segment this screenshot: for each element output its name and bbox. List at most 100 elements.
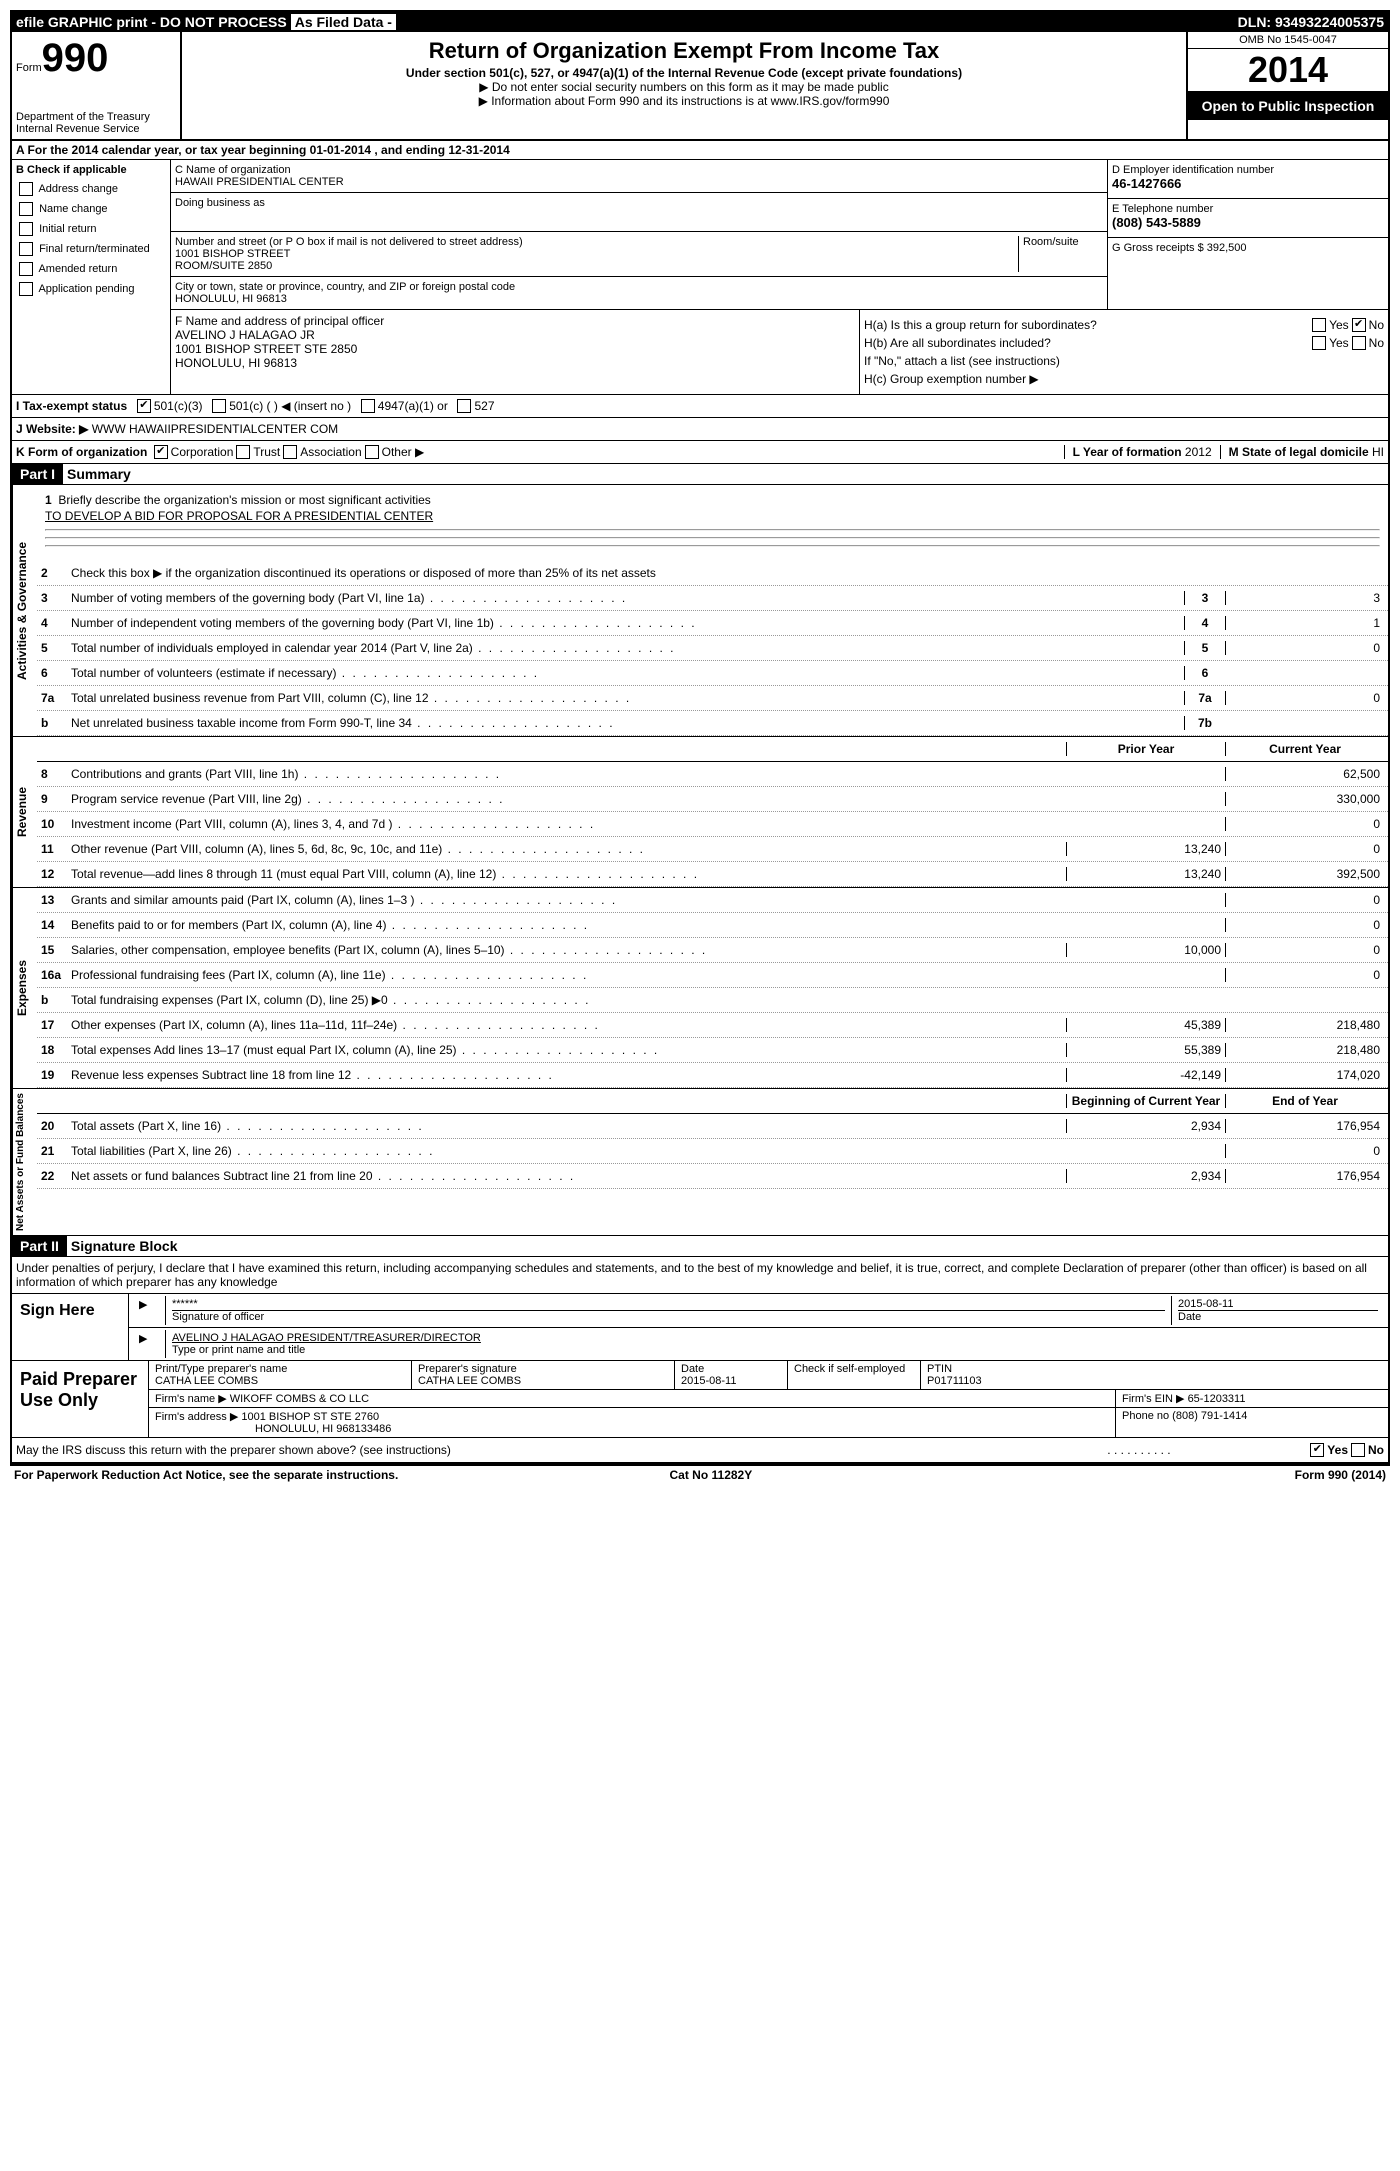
as-filed: As Filed Data - [291, 14, 396, 30]
summary-line-22: 22Net assets or fund balances Subtract l… [37, 1164, 1388, 1189]
summary-line-21: 21Total liabilities (Part X, line 26)0 [37, 1139, 1388, 1164]
vert-label-revenue: Revenue [12, 737, 37, 887]
cb-initial-return[interactable]: Initial return [16, 222, 166, 236]
discuss-row: May the IRS discuss this return with the… [12, 1438, 1388, 1464]
vert-label-expenses: Expenses [12, 888, 37, 1088]
cb-final-return[interactable]: Final return/terminated [16, 242, 166, 256]
ptin: P01711103 [927, 1375, 1382, 1387]
form-subtitle: Under section 501(c), 527, or 4947(a)(1)… [190, 66, 1178, 80]
perjury-statement: Under penalties of perjury, I declare th… [12, 1257, 1388, 1293]
column-b-checkboxes: B Check if applicable Address change Nam… [12, 160, 171, 394]
org-city: HONOLULU, HI 96813 [175, 293, 1103, 305]
gross-receipts: 392,500 [1207, 242, 1247, 254]
summary-line-15: 15Salaries, other compensation, employee… [37, 938, 1388, 963]
summary-line-14: 14Benefits paid to or for members (Part … [37, 913, 1388, 938]
summary-line-17: 17Other expenses (Part IX, column (A), l… [37, 1013, 1388, 1038]
summary-line-20: 20Total assets (Part X, line 16)2,934176… [37, 1114, 1388, 1139]
form-version: Form 990 (2014) [1295, 1468, 1386, 1482]
org-street: 1001 BISHOP STREET [175, 248, 1014, 260]
expenses-section: Expenses 13Grants and similar amounts pa… [12, 888, 1388, 1089]
omb-number: OMB No 1545-0047 [1188, 32, 1388, 49]
part-2-header: Part II Signature Block [12, 1236, 1388, 1257]
firm-address: 1001 BISHOP ST STE 2760 [241, 1411, 379, 1423]
tax-year: 2014 [1188, 49, 1388, 92]
hb-no[interactable] [1352, 336, 1366, 350]
officer-name: AVELINO J HALAGAO PRESIDENT/TREASURER/DI… [172, 1332, 1378, 1344]
summary-line-12: 12Total revenue—add lines 8 through 11 (… [37, 862, 1388, 887]
section-b-to-h: B Check if applicable Address change Nam… [12, 160, 1388, 395]
form-990: efile GRAPHIC print - DO NOT PROCESS As … [10, 10, 1390, 1466]
dln: DLN: 93493224005375 [1238, 14, 1384, 30]
website-url: WWW HAWAIIPRESIDENTIALCENTER COM [92, 422, 338, 436]
summary-line-6: 6Total number of volunteers (estimate if… [37, 661, 1388, 686]
summary-line-16a: 16aProfessional fundraising fees (Part I… [37, 963, 1388, 988]
ha-yes[interactable] [1312, 318, 1326, 332]
open-to-public: Open to Public Inspection [1188, 92, 1388, 120]
form-number: 990 [42, 36, 109, 80]
dept-treasury: Department of the Treasury [16, 111, 176, 123]
efile-notice: efile GRAPHIC print - DO NOT PROCESS [16, 14, 287, 30]
revenue-section: Revenue Prior YearCurrent Year 8Contribu… [12, 737, 1388, 888]
top-bar: efile GRAPHIC print - DO NOT PROCESS As … [12, 12, 1388, 32]
principal-officer: F Name and address of principal officer … [171, 310, 860, 394]
cb-corporation[interactable]: ✔ [154, 445, 168, 459]
summary-line-11: 11Other revenue (Part VIII, column (A), … [37, 837, 1388, 862]
sig-date: 2015-08-11 [1178, 1298, 1378, 1310]
row-klm: K Form of organization ✔ Corporation Tru… [12, 441, 1388, 464]
year-formation: 2012 [1185, 445, 1212, 459]
column-c: C Name of organization HAWAII PRESIDENTI… [171, 160, 1108, 309]
summary-line-10: 10Investment income (Part VIII, column (… [37, 812, 1388, 837]
cb-501c3[interactable]: ✔ [137, 399, 151, 413]
hb-yes[interactable] [1312, 336, 1326, 350]
org-name: HAWAII PRESIDENTIAL CENTER [175, 176, 1103, 188]
cat-no: Cat No 11282Y [670, 1468, 753, 1482]
summary-line-7b: bNet unrelated business taxable income f… [37, 711, 1388, 736]
vert-label-governance: Activities & Governance [12, 485, 37, 736]
summary-line-18: 18Total expenses Add lines 13–17 (must e… [37, 1038, 1388, 1063]
discuss-no[interactable] [1351, 1443, 1365, 1457]
footer: For Paperwork Reduction Act Notice, see … [10, 1466, 1390, 1484]
firm-ein: 65-1203311 [1188, 1393, 1246, 1405]
vert-label-net: Net Assets or Fund Balances [12, 1089, 37, 1235]
row-i-tax-status: I Tax-exempt status ✔ 501(c)(3) 501(c) (… [12, 395, 1388, 418]
cb-501c[interactable] [212, 399, 226, 413]
form-number-box: Form990 Department of the Treasury Inter… [12, 32, 182, 139]
telephone: (808) 543-5889 [1112, 215, 1384, 230]
header-right: OMB No 1545-0047 2014 Open to Public Ins… [1188, 32, 1388, 139]
row-j-website: J Website: ▶ WWW HAWAIIPRESIDENTIALCENTE… [12, 418, 1388, 441]
note-info: ▶ Information about Form 990 and its ins… [190, 94, 1178, 108]
firm-name: WIKOFF COMBS & CO LLC [230, 1393, 369, 1405]
column-c-to-g: C Name of organization HAWAII PRESIDENTI… [171, 160, 1388, 394]
summary-line-b: bTotal fundraising expenses (Part IX, co… [37, 988, 1388, 1013]
sign-here-block: Sign Here ▶ ****** Signature of officer … [12, 1293, 1388, 1361]
summary-line-19: 19Revenue less expenses Subtract line 18… [37, 1063, 1388, 1088]
preparer-signature: CATHA LEE COMBS [418, 1375, 668, 1387]
part-1-header: Part I Summary [12, 464, 1388, 485]
officer-signature: ****** [172, 1298, 1165, 1310]
paid-preparer-block: Paid Preparer Use Only Print/Type prepar… [12, 1361, 1388, 1438]
net-assets-section: Net Assets or Fund Balances Beginning of… [12, 1089, 1388, 1236]
discuss-yes[interactable]: ✔ [1310, 1443, 1324, 1457]
cb-527[interactable] [457, 399, 471, 413]
cb-name-change[interactable]: Name change [16, 202, 166, 216]
ha-no[interactable]: ✔ [1352, 318, 1366, 332]
header-center: Return of Organization Exempt From Incom… [182, 32, 1188, 139]
firm-phone: (808) 791-1414 [1172, 1410, 1247, 1422]
preparer-date: 2015-08-11 [681, 1375, 781, 1387]
cb-association[interactable] [283, 445, 297, 459]
header: Form990 Department of the Treasury Inter… [12, 32, 1388, 141]
row-a-tax-year: A For the 2014 calendar year, or tax yea… [12, 141, 1388, 160]
summary-line-4: 4Number of independent voting members of… [37, 611, 1388, 636]
cb-address-change[interactable]: Address change [16, 182, 166, 196]
cb-other[interactable] [365, 445, 379, 459]
cb-trust[interactable] [236, 445, 250, 459]
h-section: H(a) Is this a group return for subordin… [860, 310, 1388, 394]
cb-4947[interactable] [361, 399, 375, 413]
cb-amended[interactable]: Amended return [16, 262, 166, 276]
mission-text: TO DEVELOP A BID FOR PROPOSAL FOR A PRES… [45, 509, 1380, 523]
summary-line-8: 8Contributions and grants (Part VIII, li… [37, 762, 1388, 787]
cb-application-pending[interactable]: Application pending [16, 282, 166, 296]
form-title: Return of Organization Exempt From Incom… [190, 38, 1178, 64]
summary-line-7a: 7aTotal unrelated business revenue from … [37, 686, 1388, 711]
state-domicile: HI [1372, 445, 1384, 459]
